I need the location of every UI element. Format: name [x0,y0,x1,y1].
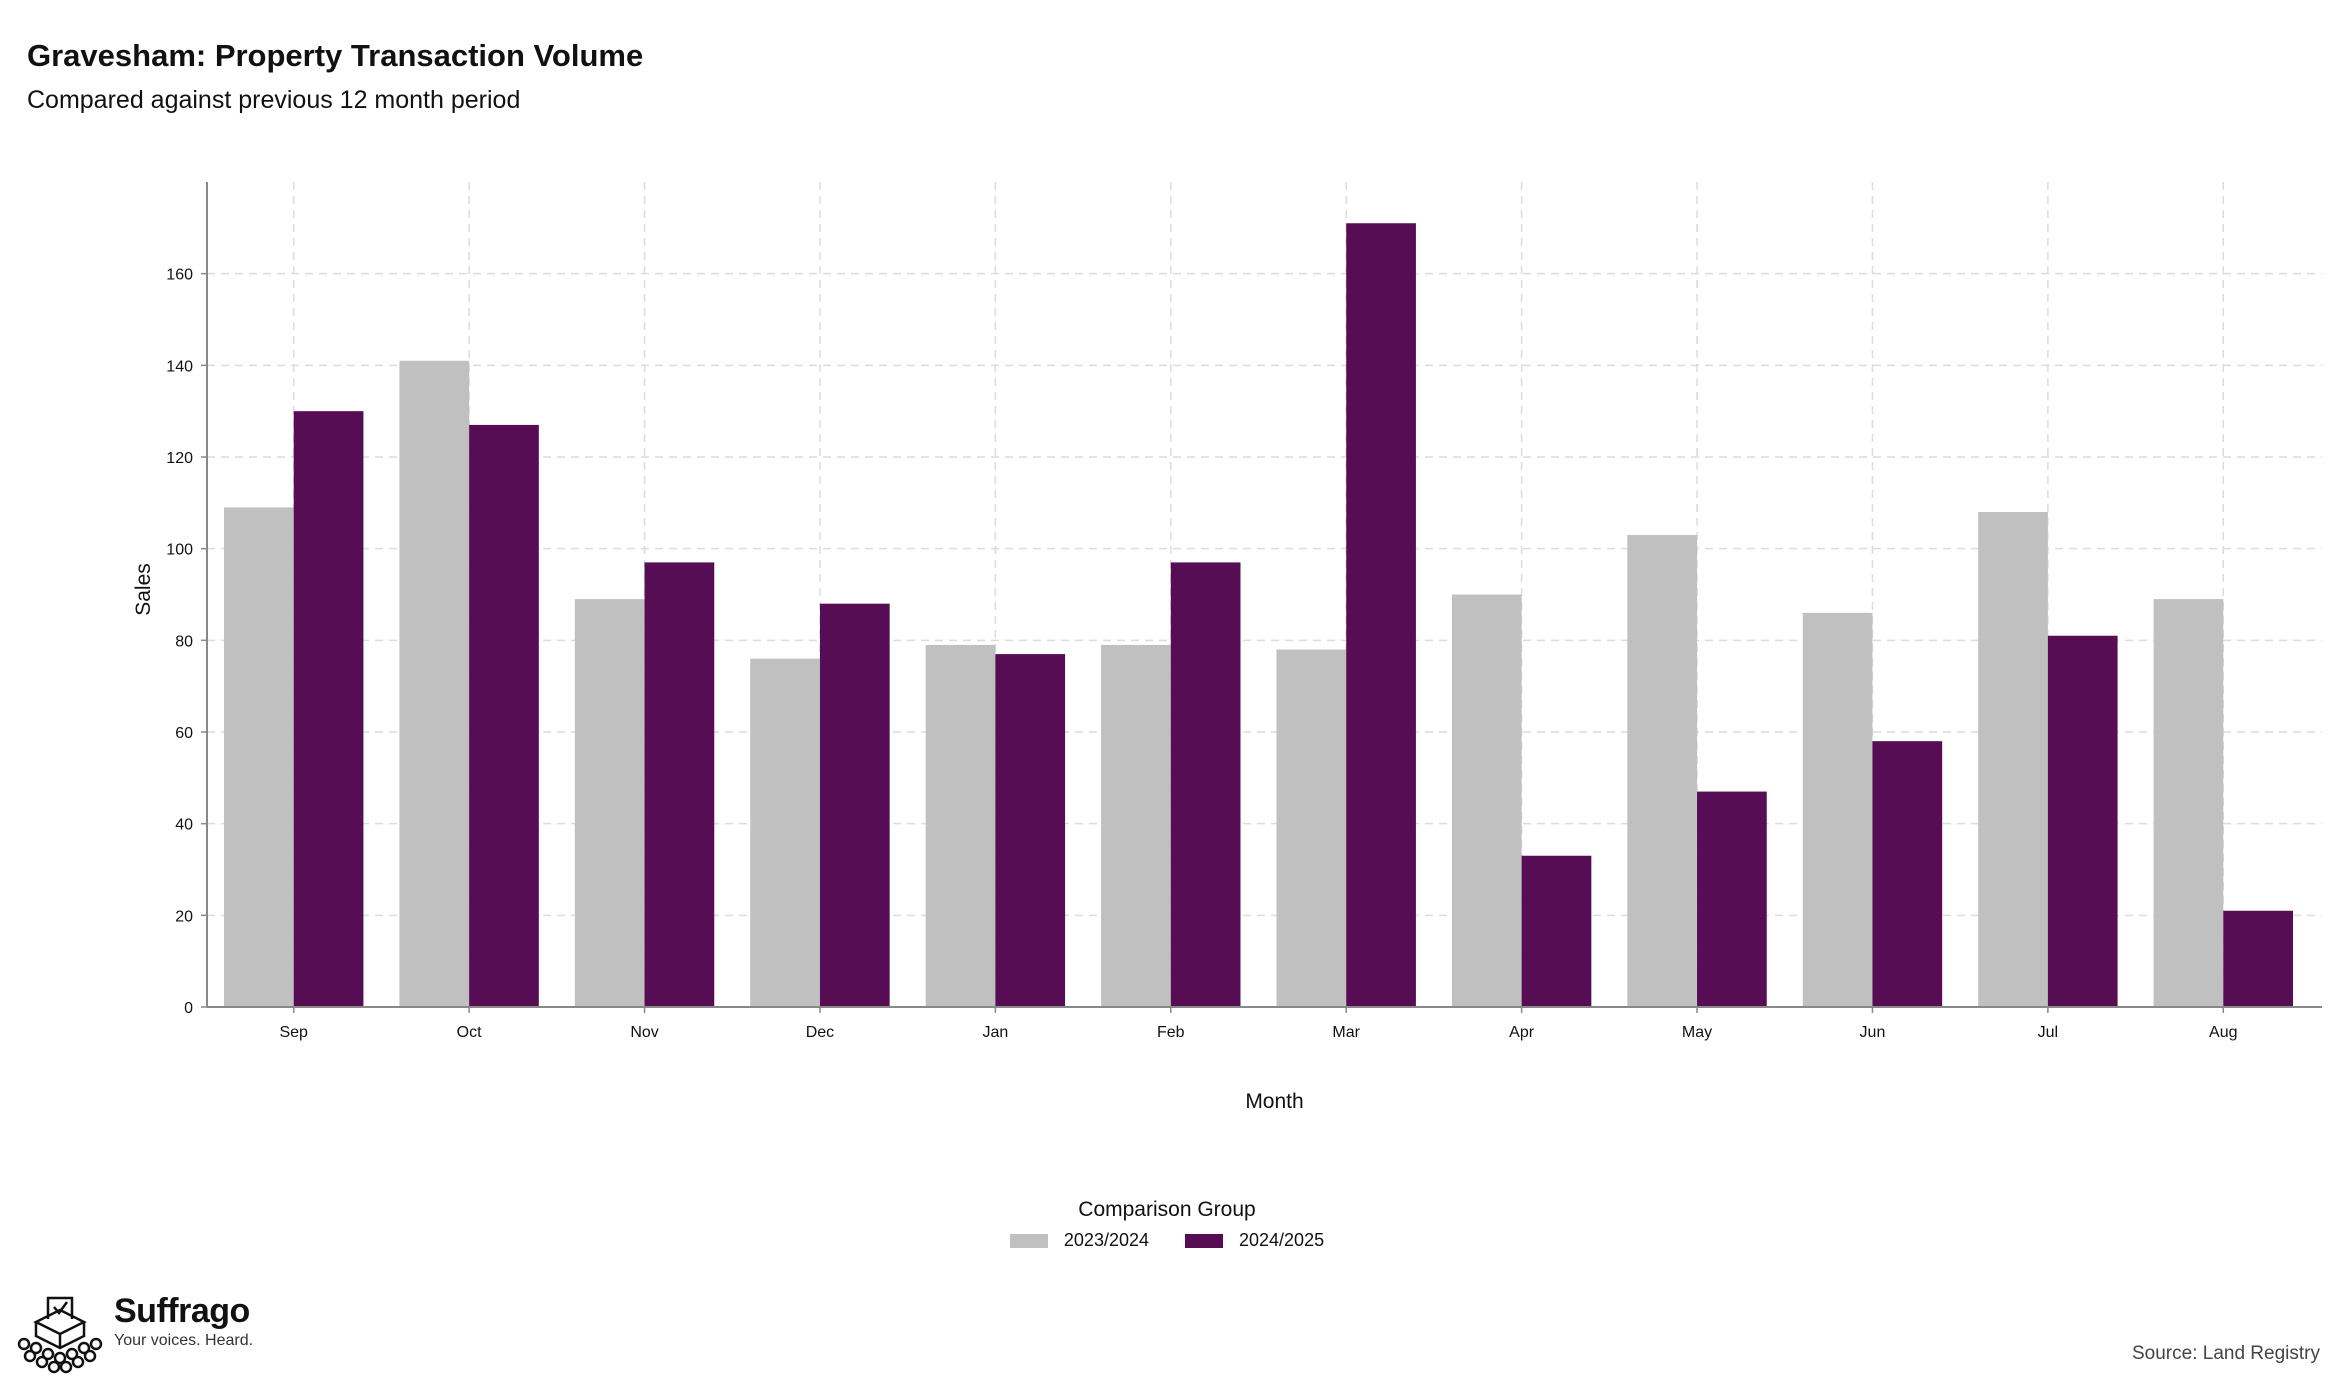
bar-2024-2025-jan [995,654,1066,1007]
x-tick-label: May [1682,1024,1712,1041]
bar-chart: 0 20 40 60 80 100 120 140 160 Sep Oct Nov Dec Jan Feb M… [132,182,2322,1113]
bar-2024-2025-dec [819,603,890,1007]
x-tick-label: Oct [457,1024,482,1041]
bar-2023-2024-feb [1101,644,1171,1007]
source-note: Source: Land Registry [2132,1343,2320,1364]
bar-2023-2024-apr [1451,594,1522,1007]
legend-label: 2024/2025 [1239,1230,1325,1250]
bar-2023-2024-nov [574,599,645,1007]
bar-2024-2025-may [1697,791,1767,1007]
x-tick-label: Jun [1860,1024,1886,1041]
bar-2023-2024-jan [925,644,996,1007]
bar-2023-2024-may [1627,534,1698,1007]
y-tick-label: 100 [166,542,193,559]
y-tick-label: 140 [166,358,193,375]
y-axis-title: Sales [132,563,155,616]
x-tick-label: Mar [1332,1024,1360,1041]
y-tick-label: 20 [175,908,193,925]
bar-2024-2025-apr [1521,855,1592,1007]
x-tick-label: Sep [279,1024,308,1041]
chart-title: Gravesham: Property Transaction Volume [27,38,644,73]
bar-2024-2025-jul [2047,635,2118,1007]
bar-2023-2024-sep [224,507,294,1007]
bar-2024-2025-sep [293,411,364,1008]
brand-name: Suffrago [114,1292,250,1330]
x-tick-label: Jul [2038,1024,2058,1041]
legend-title: Comparison Group [1078,1198,1256,1221]
x-axis-title: Month [1245,1090,1303,1113]
x-tick-label: Jan [982,1024,1008,1041]
chart-subtitle: Compared against previous 12 month perio… [27,86,521,114]
bar-2024-2025-nov [644,562,715,1007]
bar-2024-2025-mar [1346,223,1416,1007]
legend-items: 2023/2024 2024/2025 [0,1230,2334,1251]
bar-2023-2024-jul [1978,512,2048,1007]
y-tick-label: 40 [175,817,193,834]
bar-2023-2024-oct [399,360,470,1007]
bar-2023-2024-dec [750,658,820,1007]
bar-2024-2025-aug [2223,910,2293,1007]
brand-tagline: Your voices. Heard. [114,1332,254,1349]
y-tick-label: 120 [166,450,193,467]
x-tick-label: Feb [1157,1024,1185,1041]
y-tick-label: 60 [175,725,193,742]
legend-label: 2023/2024 [1063,1230,1149,1250]
y-tick-label: 160 [166,267,193,284]
legend: Comparison Group 2023/2024 2024/2025 [0,1198,2334,1251]
legend-swatch [1009,1233,1048,1248]
legend-swatch [1185,1233,1223,1248]
x-tick-label: Apr [1509,1024,1535,1041]
y-tick-label: 0 [184,1000,193,1017]
bar-2024-2025-jun [1872,741,1943,1007]
bar-2023-2024-aug [2153,599,2224,1007]
y-tick-label: 80 [175,633,193,650]
x-tick-label: Aug [2209,1024,2237,1041]
bar-2023-2024-mar [1276,649,1347,1007]
brand-logo: Suffrago Your voices. Heard. [14,1292,253,1374]
x-tick-label: Nov [630,1024,658,1041]
bar-2024-2025-feb [1170,562,1241,1007]
legend-item: 2023/2024 [1009,1230,1149,1251]
bar-2023-2024-jun [1802,612,1873,1007]
ballot-box-icon [17,1296,103,1374]
x-tick-label: Dec [806,1024,834,1041]
bar-2024-2025-oct [469,424,539,1008]
legend-item: 2024/2025 [1185,1230,1324,1251]
